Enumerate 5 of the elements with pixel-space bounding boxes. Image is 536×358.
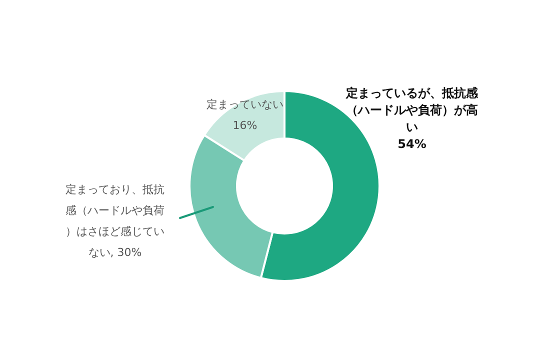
slice-label: 定まっており、抵抗感（ハードルや負荷）はさほど感じていない, 30% [66, 182, 164, 259]
data-label: 16% [232, 118, 258, 132]
slice-label: 定まっていない [206, 98, 284, 111]
slice-label: 定まっているが、抵抗感（ハードルや負荷）が高い [345, 86, 479, 134]
data-label: 54% [398, 137, 426, 152]
